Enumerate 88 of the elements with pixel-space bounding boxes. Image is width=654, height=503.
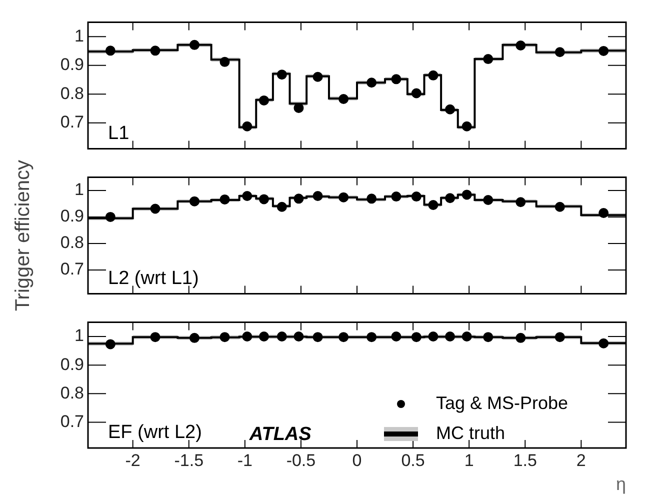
point: [258, 95, 269, 106]
point: [294, 194, 304, 204]
point: [220, 332, 230, 342]
point: [554, 47, 565, 58]
x-tick-label: 2: [576, 450, 586, 470]
x-tick-label: -2: [125, 450, 140, 470]
point: [189, 196, 200, 206]
x-tick-label: 0: [352, 450, 362, 470]
point: [220, 194, 230, 204]
annotation: L1: [108, 122, 130, 144]
point: [150, 46, 160, 56]
x-tick-label: -1.5: [174, 450, 204, 470]
legend-label: MC truth: [436, 422, 506, 443]
point: [220, 56, 230, 67]
x-tick-label: 0.5: [401, 450, 425, 470]
y-tick-label: 0.9: [60, 354, 84, 374]
point: [312, 72, 323, 82]
point: [366, 194, 377, 204]
point: [391, 74, 402, 84]
point: [483, 54, 494, 64]
annotation: ATLAS: [248, 424, 312, 445]
x-axis-title: η: [616, 474, 626, 494]
point: [391, 331, 402, 342]
point: [105, 212, 116, 222]
point: [428, 331, 438, 342]
point: [462, 121, 472, 132]
y-tick-label: 1: [74, 326, 84, 346]
y-tick-label: 0.9: [60, 206, 84, 226]
point: [428, 70, 438, 80]
point: [312, 332, 323, 342]
point: [411, 332, 422, 342]
point: [338, 94, 349, 104]
point: [516, 332, 526, 343]
point: [242, 331, 252, 342]
point: [294, 331, 304, 342]
point: [598, 46, 609, 56]
y-tick-label: 0.8: [60, 383, 84, 402]
point: [189, 40, 200, 50]
point: [428, 200, 438, 210]
point: [598, 208, 609, 218]
point: [445, 104, 456, 114]
x-tick-label: -1: [237, 450, 252, 470]
point: [554, 202, 565, 212]
y-axis-title: Trigger efficiency: [12, 160, 34, 312]
point: [462, 190, 472, 200]
point: [338, 332, 349, 342]
point: [276, 70, 287, 80]
annotation: EF (wrt L2): [108, 422, 202, 443]
x-tick-label: 1: [464, 450, 474, 470]
point: [242, 121, 252, 132]
legend-label: Tag & MS-Probe: [436, 392, 568, 413]
y-tick-label: 0.9: [60, 55, 84, 74]
y-tick-label: 0.8: [60, 233, 84, 252]
point: [276, 331, 287, 342]
y-tick-label: 0.7: [60, 412, 84, 431]
point: [516, 40, 526, 51]
x-tick-label: 1.5: [513, 450, 537, 470]
point: [242, 191, 252, 202]
point: [150, 204, 160, 214]
point: [258, 331, 269, 342]
point: [312, 191, 323, 202]
x-tick-label: -0.5: [286, 450, 316, 470]
point: [598, 338, 609, 348]
annotation: L2 (wrt L1): [108, 268, 199, 289]
y-tick-label: 1: [74, 180, 84, 200]
point: [338, 192, 349, 202]
point: [462, 331, 472, 342]
y-tick-label: 1: [74, 26, 84, 46]
point: [411, 192, 422, 202]
point: [391, 192, 402, 202]
point: [366, 332, 377, 342]
point: [276, 202, 287, 212]
point: [258, 194, 269, 204]
point: [445, 331, 456, 342]
point: [445, 193, 456, 204]
point: [105, 46, 116, 56]
y-tick-label: 0.8: [60, 84, 84, 103]
y-tick-label: 0.7: [60, 112, 84, 132]
point: [554, 332, 565, 342]
point: [483, 194, 494, 205]
point: [483, 332, 494, 342]
point: [411, 88, 422, 98]
point: [366, 78, 377, 88]
point: [189, 332, 200, 343]
y-tick-label: 0.7: [60, 260, 84, 279]
point: [516, 197, 526, 208]
point: [150, 332, 160, 342]
point: [105, 339, 116, 350]
